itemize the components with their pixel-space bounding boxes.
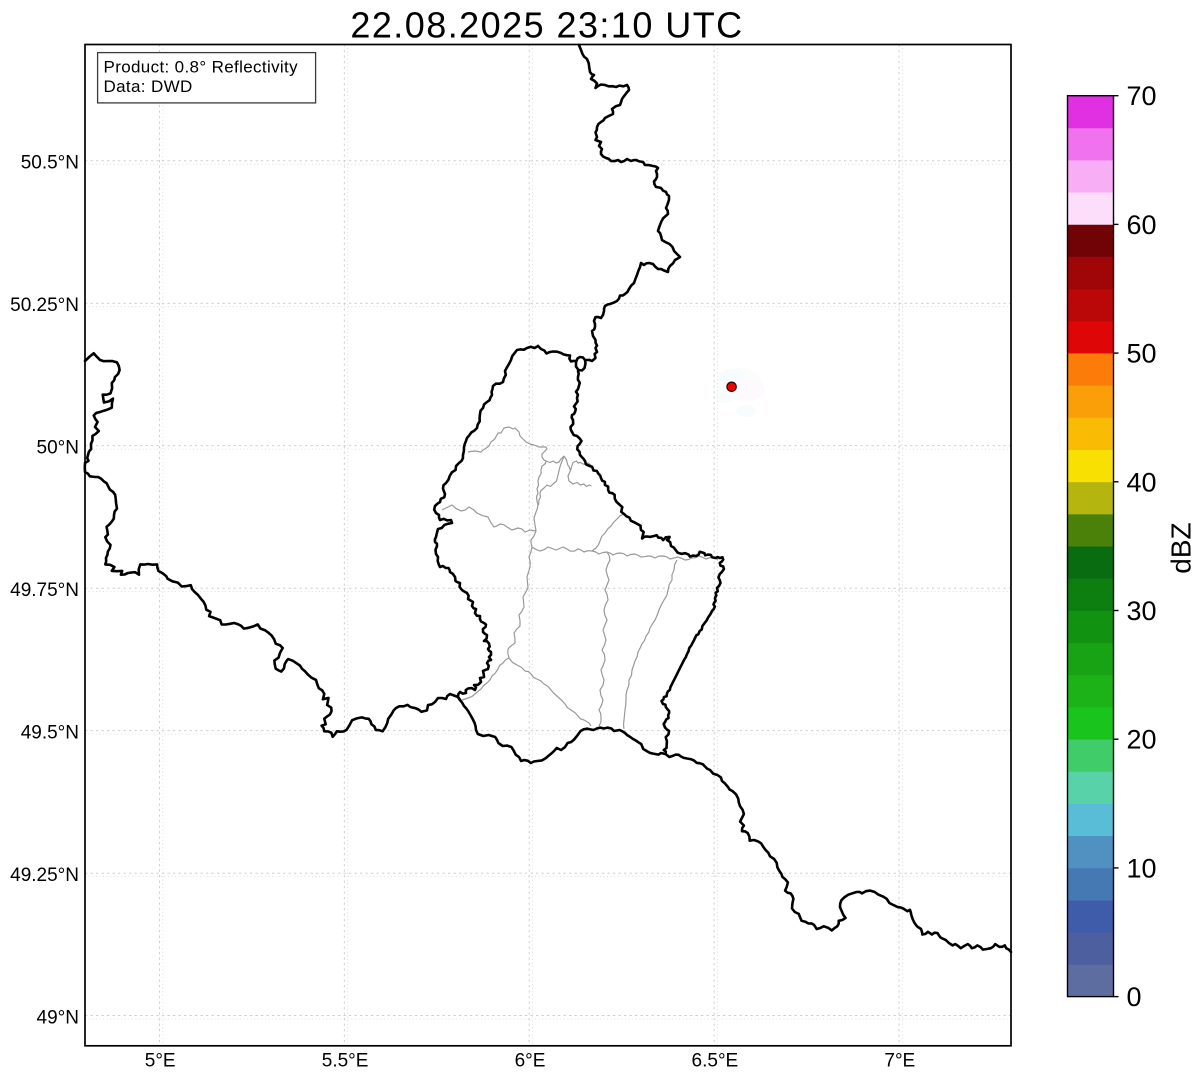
svg-text:20: 20	[1127, 725, 1157, 755]
svg-text:50: 50	[1127, 339, 1157, 369]
svg-text:22.08.2025 23:10 UTC: 22.08.2025 23:10 UTC	[350, 4, 743, 45]
svg-text:dBZ: dBZ	[1166, 522, 1197, 573]
svg-text:49.25°N: 49.25°N	[10, 865, 79, 886]
svg-text:7°E: 7°E	[884, 1051, 915, 1072]
svg-text:0: 0	[1127, 982, 1142, 1012]
svg-text:40: 40	[1127, 467, 1157, 497]
svg-text:10: 10	[1127, 853, 1157, 883]
svg-text:70: 70	[1127, 81, 1157, 111]
svg-text:6°E: 6°E	[515, 1051, 546, 1072]
svg-text:5°E: 5°E	[145, 1051, 176, 1072]
svg-text:50.5°N: 50.5°N	[21, 153, 79, 174]
svg-text:Product: 0.8° Reflectivity: Product: 0.8° Reflectivity	[104, 58, 299, 77]
svg-text:50.25°N: 50.25°N	[10, 295, 79, 316]
svg-text:5.5°E: 5.5°E	[322, 1051, 369, 1072]
svg-text:60: 60	[1127, 210, 1157, 240]
svg-text:Data: DWD: Data: DWD	[104, 77, 193, 96]
svg-text:49°N: 49°N	[37, 1008, 79, 1029]
svg-text:6.5°E: 6.5°E	[692, 1051, 739, 1072]
svg-text:50°N: 50°N	[37, 438, 79, 459]
svg-text:49.5°N: 49.5°N	[21, 723, 79, 744]
svg-text:49.75°N: 49.75°N	[10, 580, 79, 601]
svg-text:30: 30	[1127, 596, 1157, 626]
